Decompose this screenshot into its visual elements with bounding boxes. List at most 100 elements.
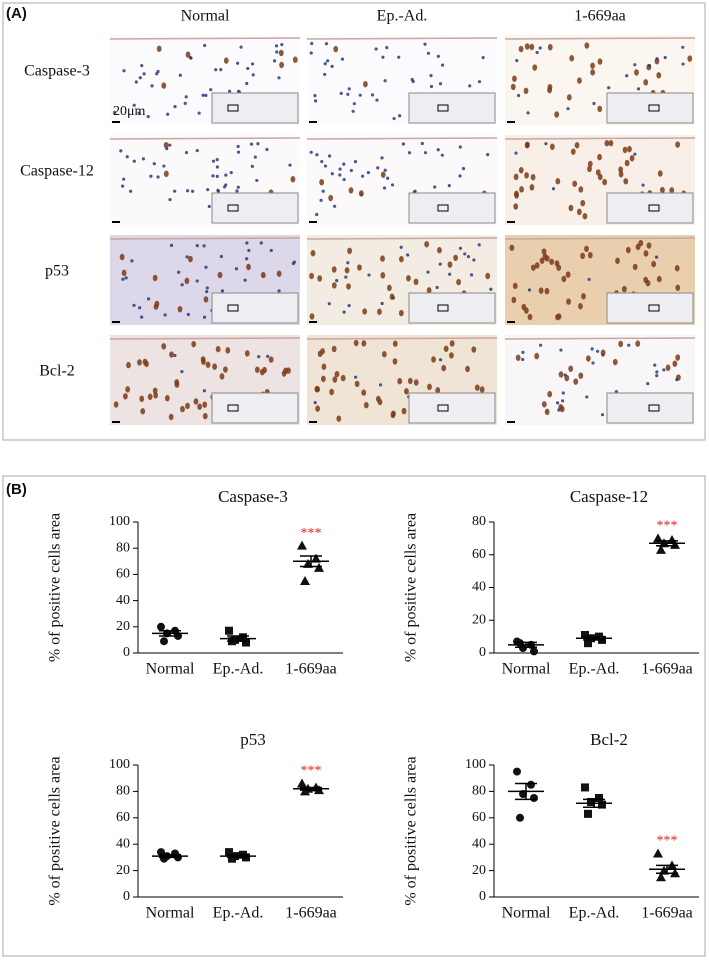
cell [353,160,358,164]
cell [524,43,530,50]
cell [526,111,530,115]
cell [380,156,384,160]
x-tick-label: Ep.-Ad. [213,661,264,678]
cell [347,247,352,255]
cell [193,398,199,405]
y-tick-label: 100 [109,514,130,529]
chart: p53 % of positive cells area 0 20 40 60 80 100 N… [47,730,343,922]
inset-box [437,204,449,212]
cell [346,92,350,96]
cell [413,189,417,193]
cell [166,112,170,116]
panel-b-frame [2,475,706,957]
cell [346,283,351,290]
cell [513,173,519,181]
panel-label: (B) [6,481,27,498]
cell [413,278,419,286]
cell [406,275,411,282]
data-point [587,797,595,806]
cell [324,42,329,46]
cell [320,159,324,164]
cell [427,383,432,391]
cell [514,190,519,197]
cell [597,153,602,161]
cell [309,51,313,55]
cell [398,114,402,118]
data-point [297,540,307,550]
cell [366,170,370,175]
cell [204,93,208,97]
cell [535,50,539,55]
cell [380,272,386,279]
cell [265,147,269,152]
cell [453,254,458,261]
cell [549,143,555,150]
cell [328,194,334,202]
cell [212,363,218,370]
cell [332,376,338,383]
cell [168,413,174,421]
cell [625,246,631,254]
cell [220,289,225,293]
cell [582,213,588,220]
cell [465,365,470,373]
panel-label: (A) [6,5,27,22]
data-point [228,854,236,863]
cell [635,243,641,251]
cell [665,364,671,371]
micrograph [109,135,301,225]
x-tick-label: 1-669aa [641,905,693,922]
cell [429,84,434,89]
cell [383,168,387,172]
cell [211,174,215,178]
cell [662,368,666,372]
cell [656,275,662,283]
cell [142,72,146,76]
y-axis-label: % of positive cells area [47,513,64,662]
cell [186,312,190,317]
cell [185,255,189,259]
cell [216,188,220,192]
inset [211,92,299,124]
cell [168,143,172,147]
cell [591,361,595,365]
cell [139,395,145,403]
cell [544,287,550,295]
cell [577,77,582,84]
cell [187,255,193,263]
cell [544,255,550,262]
cell [340,57,345,61]
cell [456,278,461,286]
cell [161,82,167,89]
inset [408,392,496,424]
cell [636,87,641,91]
cell [512,282,518,290]
cell [657,170,663,177]
data-point [225,848,233,857]
cell [214,68,218,72]
cell [515,59,519,63]
cell [211,159,216,163]
cell [173,105,177,109]
x-tick-label: 1-669aa [641,661,693,678]
cell [443,345,449,352]
cell [569,55,575,62]
data-point [581,630,589,639]
cell [572,180,578,187]
cell [275,50,279,54]
tissue-surface [504,237,696,240]
cell [435,387,441,394]
cell [509,244,515,251]
cell [173,189,177,193]
cell [458,246,463,250]
cell [448,272,452,276]
cell [349,168,353,173]
cell [486,153,490,157]
cell [681,45,685,49]
tissue-surface [109,237,301,240]
row-label: p53 [45,263,69,280]
cell [309,150,313,154]
panel-b: Caspase-3 % of positive cells area 0 20 40 60… [47,487,699,922]
cell [225,347,231,354]
